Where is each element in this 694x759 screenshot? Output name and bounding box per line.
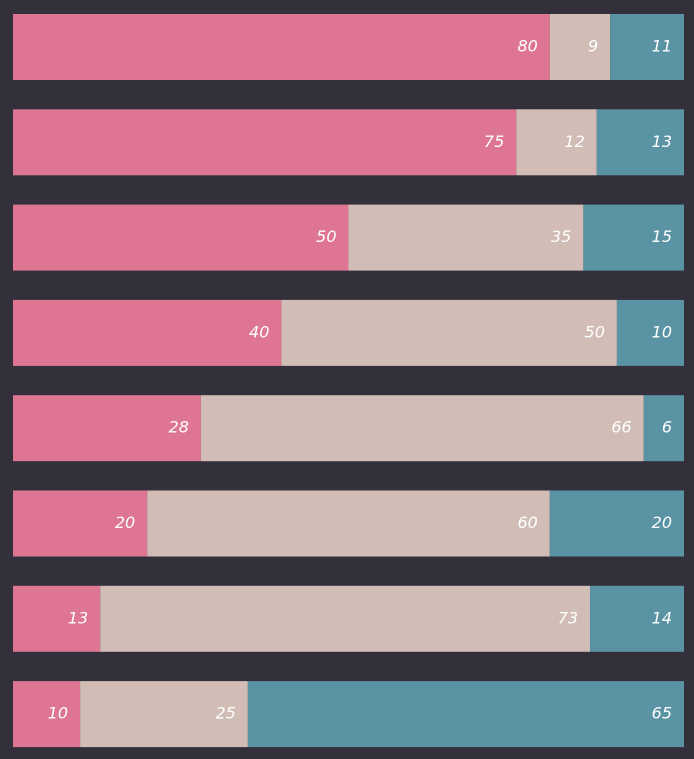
data-label: 80 xyxy=(517,37,537,56)
data-label: 6 xyxy=(662,418,672,437)
data-label: 11 xyxy=(652,37,672,56)
bar-segment xyxy=(583,204,684,271)
bar-segment xyxy=(147,490,550,557)
data-label: 50 xyxy=(585,322,605,341)
bar-segment xyxy=(616,299,684,366)
bar-segment xyxy=(100,585,591,652)
data-label: 12 xyxy=(564,132,584,151)
data-label: 9 xyxy=(588,37,598,56)
bar-segment xyxy=(13,681,81,748)
data-label: 75 xyxy=(484,132,504,151)
data-label: 25 xyxy=(215,704,235,723)
data-label: 50 xyxy=(316,227,336,246)
data-label: 20 xyxy=(115,513,135,532)
data-label: 13 xyxy=(68,608,88,627)
bar-segment xyxy=(13,109,517,176)
bar-segment xyxy=(549,490,684,557)
data-label: 15 xyxy=(652,227,672,246)
data-label: 65 xyxy=(652,704,672,723)
data-label: 20 xyxy=(652,513,672,532)
bar-segment xyxy=(200,395,644,462)
data-label: 10 xyxy=(48,704,68,723)
bar-segment xyxy=(549,14,611,80)
bar-segment xyxy=(348,204,584,271)
data-label: 13 xyxy=(652,132,672,151)
bar-segment xyxy=(80,681,248,748)
data-label: 40 xyxy=(249,322,269,341)
data-label: 35 xyxy=(551,227,571,246)
bar-segment xyxy=(596,109,684,176)
data-label: 60 xyxy=(517,513,537,532)
bar-segment xyxy=(13,490,148,557)
bar-segment xyxy=(590,585,684,652)
bar-segment xyxy=(13,299,282,366)
bar-segment xyxy=(516,109,597,176)
bar-segment xyxy=(643,395,684,462)
data-label: 10 xyxy=(652,322,672,341)
bar-segment xyxy=(610,14,684,80)
data-label: 73 xyxy=(558,608,578,627)
data-label: 66 xyxy=(611,418,631,437)
bar-segment xyxy=(281,299,617,366)
bar-segment xyxy=(247,681,684,748)
data-label: 14 xyxy=(652,608,672,627)
bar-segment xyxy=(13,585,101,652)
bar-segment xyxy=(13,14,550,80)
bar-segment xyxy=(13,395,201,462)
data-label: 28 xyxy=(169,418,189,437)
bar-segment xyxy=(13,204,349,271)
